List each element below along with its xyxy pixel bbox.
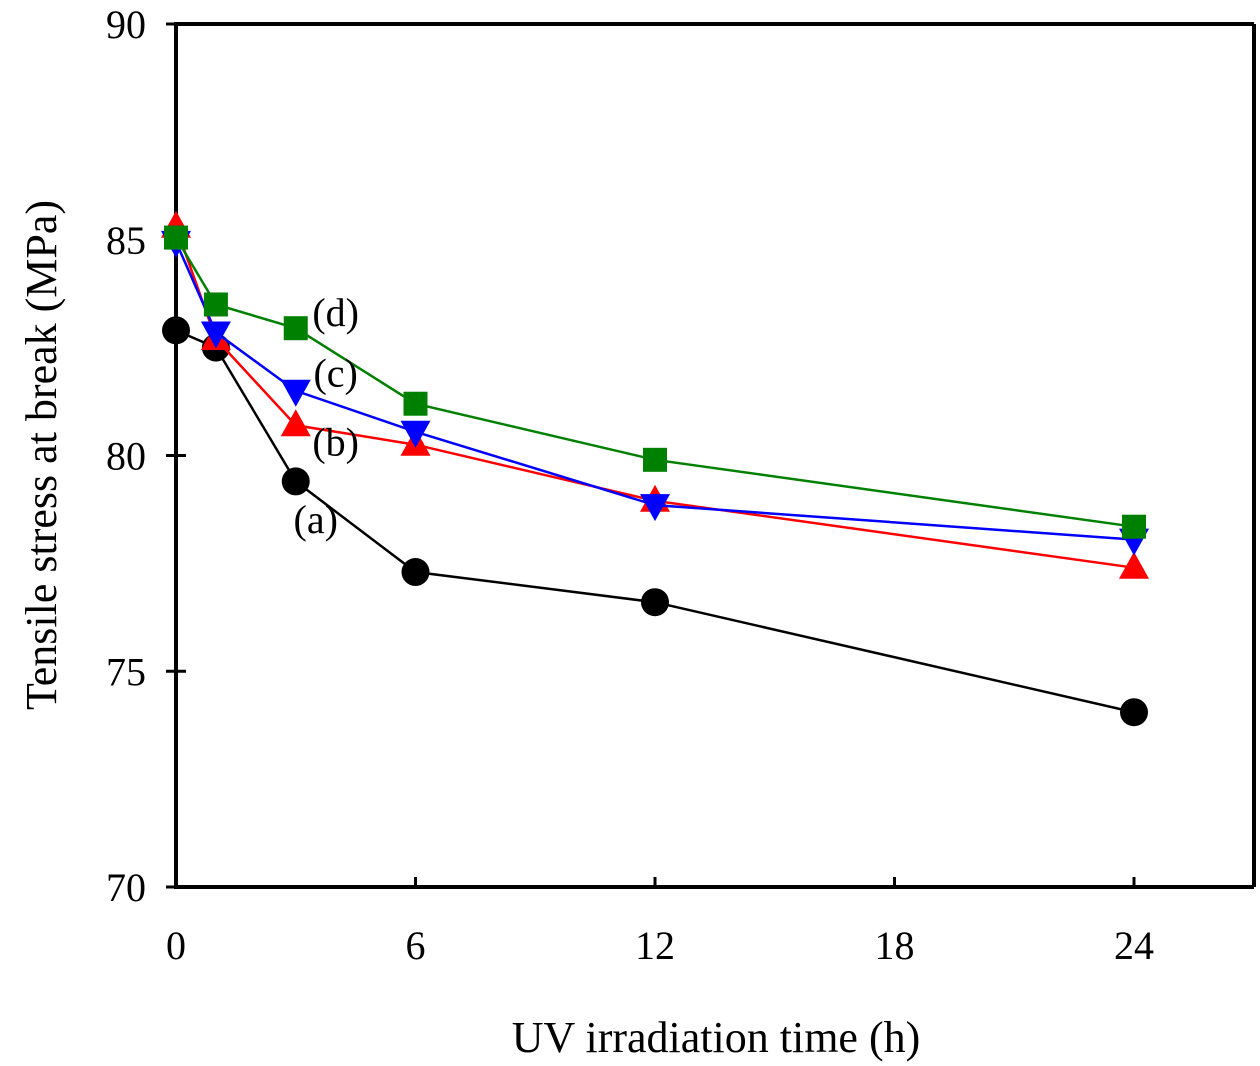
data-point [1122,514,1146,539]
data-point [162,316,190,345]
data-point [280,379,311,407]
x-tick-label: 12 [635,923,675,968]
y-tick-label: 80 [106,434,146,479]
data-point [403,391,428,416]
data-point [1119,551,1149,579]
series-label: (b) [312,420,359,465]
axes: 0 6 12 18 24 70 75 80 85 90 [106,2,1256,968]
data-point [640,494,670,522]
data-point [643,447,667,472]
labels-layer: (a) (b) (c) (d) [294,290,359,542]
series-d [164,225,1146,539]
y-axis-label: Tensile stress at break (MPa) [17,200,66,710]
y-tick-label: 70 [106,865,146,910]
data-point [203,292,228,317]
y-tick-label: 85 [106,218,146,263]
data-point [280,409,311,437]
series-layer [161,210,1149,727]
series-label: (a) [294,497,338,542]
x-tick-label: 6 [406,923,426,968]
data-point [641,588,669,617]
series-line [174,241,1135,541]
x-tick-label: 24 [1114,923,1154,968]
data-point [200,321,231,349]
x-axis-label: UV irradiation time (h) [512,1013,921,1062]
data-point [401,558,430,587]
y-tick-label: 90 [106,2,146,47]
data-point [164,225,188,250]
data-point [283,316,308,341]
series-label: (d) [312,290,359,335]
data-point [400,420,431,448]
series-label: (c) [313,350,357,395]
x-tick-label: 0 [166,923,186,968]
x-tick-label: 18 [875,923,915,968]
data-point [281,467,310,496]
y-tick-label: 75 [106,649,146,694]
data-point [1120,698,1148,727]
